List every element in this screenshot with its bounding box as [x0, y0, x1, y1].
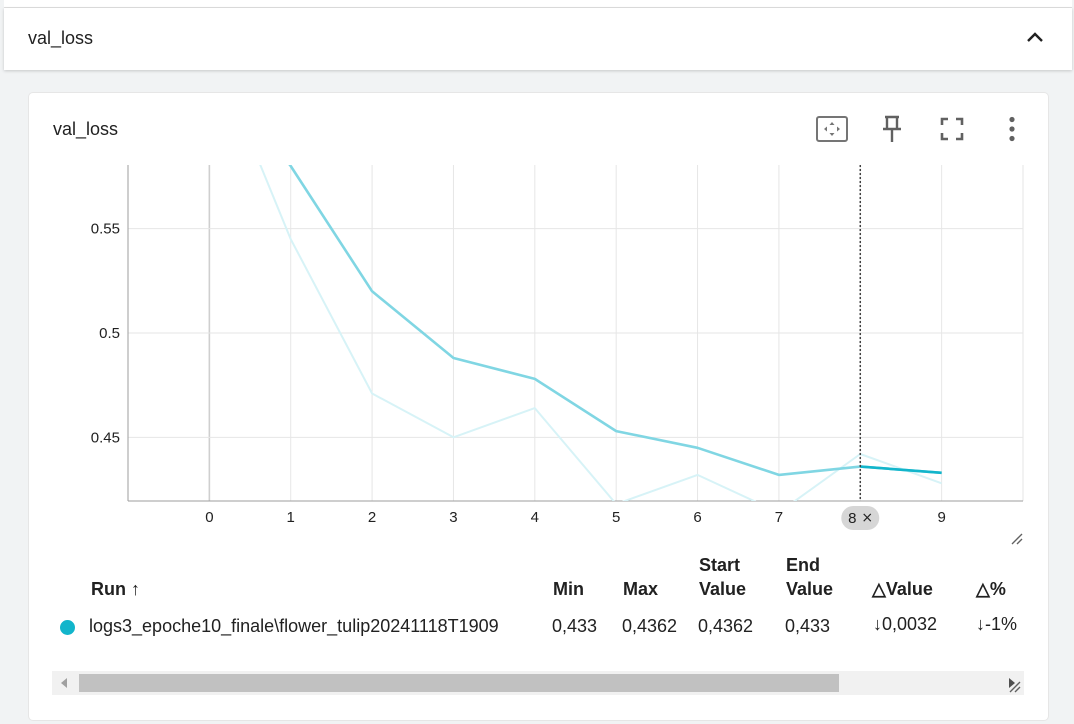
- fullscreen-button[interactable]: [934, 111, 970, 147]
- y-tick-label: 0.55: [91, 221, 120, 238]
- start-value-header-line1: Start: [699, 555, 741, 575]
- x-tick-label: 1: [287, 509, 295, 526]
- delta-percent-column-header[interactable]: △%: [976, 579, 1006, 599]
- max-column-header[interactable]: Max: [623, 579, 659, 599]
- end-value-column-header[interactable]: End Value: [786, 553, 833, 601]
- section-title: val_loss: [28, 28, 94, 48]
- pin-icon: [883, 115, 901, 142]
- end-value-cell: 0,433: [785, 616, 831, 636]
- delta-percent-cell: ↓-1%: [976, 614, 1018, 634]
- raw-series-line: [259, 165, 942, 501]
- section-header[interactable]: val_loss: [4, 8, 1072, 70]
- table-resize-handle[interactable]: [1008, 680, 1022, 694]
- fit-domain-button[interactable]: [814, 111, 850, 147]
- line-chart[interactable]: 0.55 0.5 0.45 0 1 2 3 4 5 6 7 9 8 ×: [29, 93, 1048, 563]
- hover-step-label: 8: [848, 510, 856, 527]
- resize-icon: [1009, 681, 1021, 693]
- x-tick-label: 5: [612, 509, 620, 526]
- start-value-column-header[interactable]: Start Value: [699, 553, 746, 601]
- table-horizontal-scrollbar[interactable]: [52, 671, 1024, 695]
- smoothed-series-line: [288, 165, 942, 477]
- scroll-right-arrow-icon[interactable]: [1009, 678, 1015, 688]
- hover-step-close-icon[interactable]: ×: [861, 510, 873, 526]
- end-value-header-line2: Value: [786, 579, 834, 599]
- end-value-header-line1: End: [786, 555, 820, 575]
- pin-button[interactable]: [874, 111, 910, 147]
- run-column-header[interactable]: Run ↑: [91, 577, 140, 601]
- x-tick-label: 6: [693, 509, 701, 526]
- highlighted-series-segment: [860, 465, 942, 475]
- x-tick-label: 0: [205, 509, 213, 526]
- start-value-header-line2: Value: [699, 579, 747, 599]
- resize-icon: [1011, 533, 1023, 545]
- run-color-dot: [60, 620, 75, 635]
- chart-resize-handle[interactable]: [1010, 532, 1024, 546]
- delta-value-cell: ↓0,0032: [873, 614, 938, 634]
- x-tick-label: 4: [531, 509, 539, 526]
- delta-value-column-header[interactable]: △Value: [872, 579, 933, 599]
- hover-step-badge: [841, 506, 880, 530]
- start-value-cell: 0,4362: [698, 616, 754, 636]
- scalar-card: val_loss 0.55 0.5 0.45 0 1 2 3 4 5 6 7 9 8 × Run ↑ M: [29, 93, 1048, 720]
- scrollbar-thumb[interactable]: [79, 674, 839, 692]
- x-tick-label: 7: [775, 509, 783, 526]
- scroll-left-arrow-icon[interactable]: [61, 678, 67, 688]
- y-tick-label: 0.45: [91, 429, 120, 446]
- min-column-header[interactable]: Min: [553, 579, 584, 599]
- previous-section-edge: [4, 0, 1072, 8]
- x-tick-label: 3: [449, 509, 457, 526]
- fit-domain-icon: [816, 116, 848, 142]
- y-tick-label: 0.5: [99, 325, 120, 342]
- card-title: val_loss: [53, 119, 119, 139]
- min-cell: 0,433: [552, 616, 598, 636]
- more-vert-icon: [1009, 116, 1015, 142]
- sort-arrow-icon: ↑: [131, 579, 141, 599]
- collapse-button[interactable]: [1020, 22, 1050, 52]
- chevron-up-icon: [1027, 32, 1043, 42]
- fullscreen-icon: [940, 117, 964, 141]
- more-options-button[interactable]: [994, 111, 1030, 147]
- run-header-label: Run: [91, 579, 126, 599]
- x-tick-label: 9: [937, 509, 945, 526]
- run-name-cell: logs3_epoche10_finale\flower_tulip202411…: [89, 616, 499, 636]
- x-tick-label: 2: [368, 509, 376, 526]
- max-cell: 0,4362: [622, 616, 678, 636]
